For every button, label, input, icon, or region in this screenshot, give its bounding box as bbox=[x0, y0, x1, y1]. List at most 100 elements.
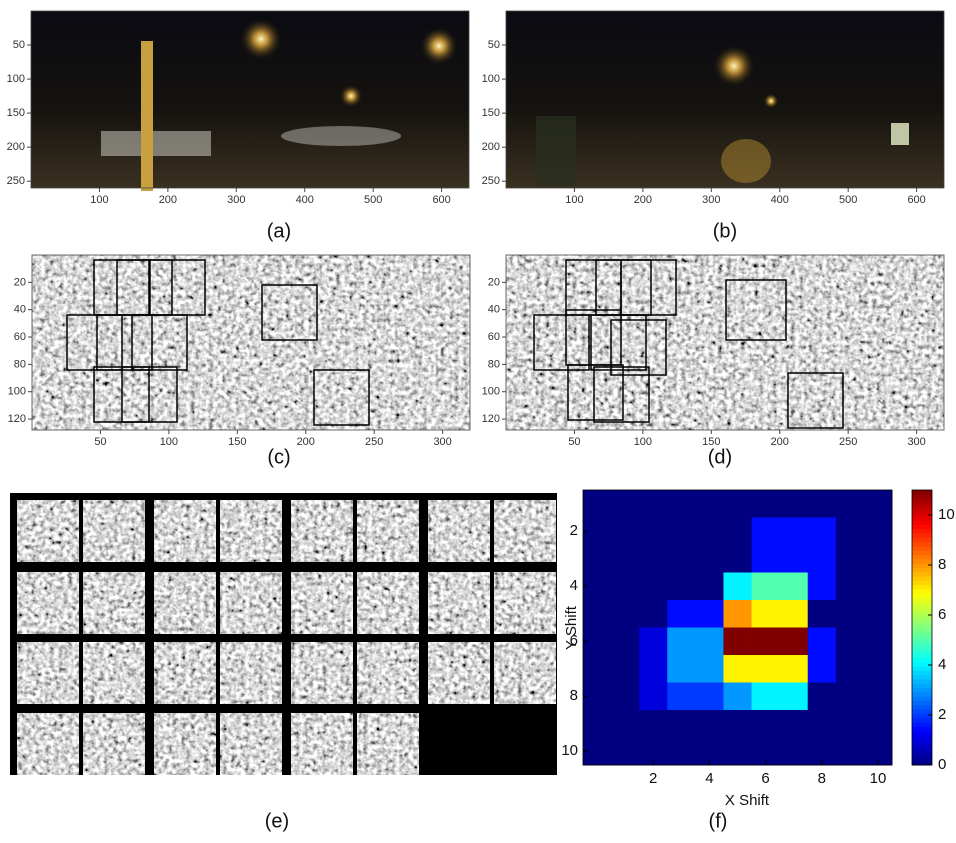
x-tick-label: 600 bbox=[907, 194, 925, 206]
patch bbox=[17, 713, 79, 775]
heat-cell bbox=[639, 683, 667, 711]
y-tick-label: 40 bbox=[488, 304, 500, 316]
heat-cell bbox=[836, 573, 864, 601]
x-tick-label: 6 bbox=[761, 770, 769, 787]
colorbar-step bbox=[912, 589, 932, 594]
x-tick-label: 200 bbox=[159, 194, 177, 206]
heat-cell bbox=[836, 710, 864, 738]
colorbar-tick-label: 0 bbox=[938, 756, 946, 773]
colorbar-step bbox=[912, 662, 932, 667]
y-tick-label: 200 bbox=[482, 141, 500, 153]
photo-detail bbox=[419, 26, 459, 66]
panel-label: (a) bbox=[267, 220, 291, 242]
x-tick-label: 600 bbox=[432, 194, 450, 206]
colorbar-step bbox=[912, 546, 932, 551]
heat-cell bbox=[836, 738, 864, 766]
heat-cell bbox=[808, 683, 836, 711]
heat-cell bbox=[864, 545, 892, 573]
heat-cell bbox=[611, 710, 639, 738]
heat-cell bbox=[583, 600, 611, 628]
heat-cell bbox=[864, 683, 892, 711]
heat-cell bbox=[639, 490, 667, 518]
photo-detail bbox=[721, 139, 771, 183]
colorbar-step bbox=[912, 623, 932, 628]
heat-cell bbox=[864, 518, 892, 546]
heat-cell bbox=[695, 628, 723, 656]
heat-cell bbox=[864, 655, 892, 683]
colorbar-step bbox=[912, 658, 932, 663]
colorbar-step bbox=[912, 722, 932, 727]
heat-cell bbox=[780, 518, 808, 546]
heat-cell bbox=[752, 545, 780, 573]
y-tick-label: 80 bbox=[488, 358, 500, 370]
patch bbox=[154, 642, 216, 704]
x-tick-label: 300 bbox=[227, 194, 245, 206]
colorbar-step bbox=[912, 593, 932, 598]
heat-cell bbox=[583, 545, 611, 573]
heat-cell bbox=[723, 573, 751, 601]
heat-cell bbox=[752, 573, 780, 601]
patch bbox=[357, 713, 419, 775]
patch bbox=[357, 572, 419, 634]
y-tick-label: 8 bbox=[570, 687, 578, 704]
colorbar-step bbox=[912, 679, 932, 684]
patch bbox=[494, 642, 556, 704]
patch bbox=[428, 500, 490, 562]
colorbar-step bbox=[912, 756, 932, 761]
heat-cell bbox=[667, 600, 695, 628]
colorbar-step bbox=[912, 499, 932, 504]
panel-label: (e) bbox=[265, 810, 289, 832]
patch bbox=[220, 572, 282, 634]
colorbar-step bbox=[912, 529, 932, 534]
heat-cell bbox=[695, 683, 723, 711]
heat-cell bbox=[864, 600, 892, 628]
colorbar-step bbox=[912, 731, 932, 736]
colorbar-step bbox=[912, 666, 932, 671]
colorbar-step bbox=[912, 726, 932, 731]
heat-cell bbox=[808, 573, 836, 601]
heat-cell bbox=[667, 710, 695, 738]
y-tick-label: 250 bbox=[7, 175, 25, 187]
heat-cell bbox=[808, 545, 836, 573]
heat-cell bbox=[667, 655, 695, 683]
heat-cell bbox=[780, 683, 808, 711]
heat-cell bbox=[667, 683, 695, 711]
heat-cell bbox=[723, 628, 751, 656]
x-tick-label: 250 bbox=[839, 436, 857, 448]
heat-cell bbox=[611, 655, 639, 683]
x-tick-label: 8 bbox=[818, 770, 826, 787]
heat-cell bbox=[864, 628, 892, 656]
colorbar-tick-label: 8 bbox=[938, 556, 946, 573]
colorbar-step bbox=[912, 683, 932, 688]
patch bbox=[83, 500, 145, 562]
patch bbox=[494, 500, 556, 562]
patch bbox=[17, 642, 79, 704]
heat-cell bbox=[695, 490, 723, 518]
photo-detail bbox=[239, 17, 283, 61]
colorbar-step bbox=[912, 675, 932, 680]
page: {"panels": [ {"label": "(a)", "xlim": [0… bbox=[0, 0, 956, 838]
x-tick-label: 200 bbox=[297, 436, 315, 448]
heat-cell bbox=[752, 600, 780, 628]
heat-cell bbox=[667, 628, 695, 656]
colorbar-step bbox=[912, 520, 932, 525]
heat-cell bbox=[836, 545, 864, 573]
photo-detail bbox=[763, 93, 779, 109]
y-tick-label: 80 bbox=[14, 358, 26, 370]
colorbar-step bbox=[912, 572, 932, 577]
feature-map bbox=[506, 255, 944, 430]
heat-cell bbox=[695, 655, 723, 683]
y-tick-label: 20 bbox=[488, 276, 500, 288]
heat-cell bbox=[695, 573, 723, 601]
x-tick-label: 250 bbox=[365, 436, 383, 448]
heat-cell bbox=[667, 490, 695, 518]
heat-cell bbox=[780, 600, 808, 628]
colorbar-step bbox=[912, 490, 932, 495]
colorbar-step bbox=[912, 649, 932, 654]
x-tick-label: 100 bbox=[160, 436, 178, 448]
colorbar-step bbox=[912, 516, 932, 521]
heat-cell bbox=[667, 545, 695, 573]
x-tick-label: 150 bbox=[228, 436, 246, 448]
colorbar-step bbox=[912, 537, 932, 542]
heat-cell bbox=[723, 710, 751, 738]
